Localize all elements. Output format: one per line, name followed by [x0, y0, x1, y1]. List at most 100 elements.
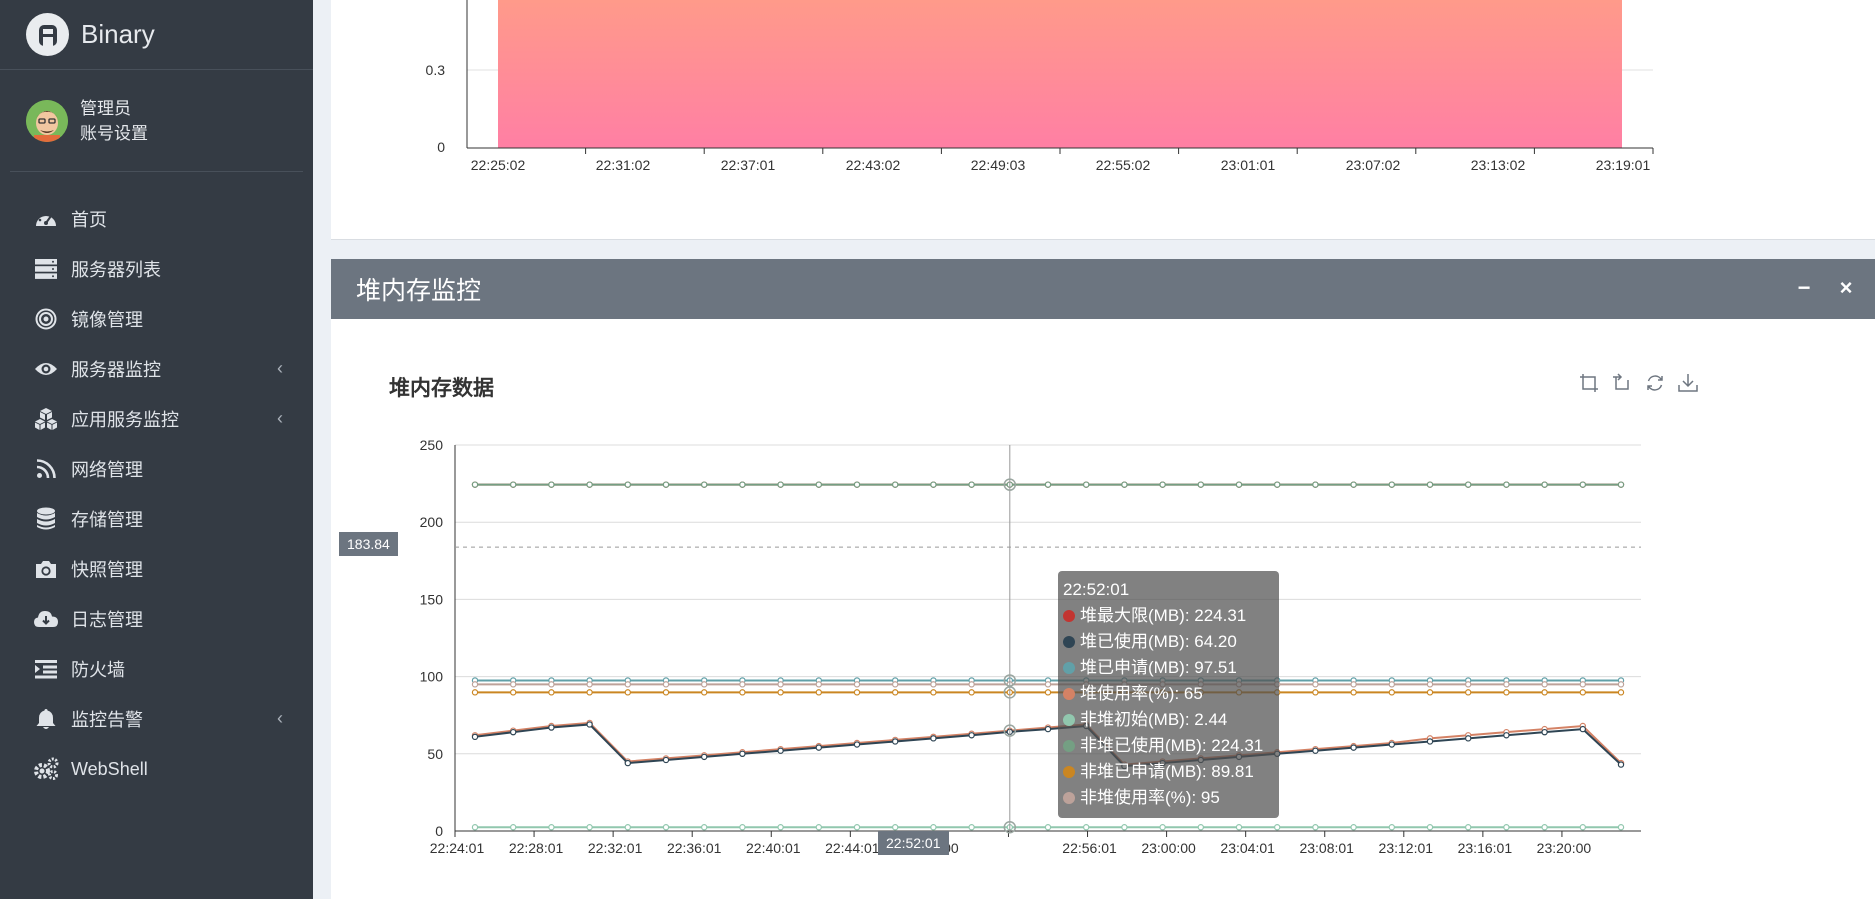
data-point[interactable] [1503, 732, 1510, 739]
data-point[interactable] [701, 481, 708, 488]
data-point[interactable] [968, 681, 975, 688]
data-point[interactable] [777, 824, 784, 831]
data-point[interactable] [1159, 824, 1166, 831]
sidebar-item-alerts[interactable]: 监控告警 ‹ [0, 694, 313, 744]
data-point[interactable] [853, 681, 861, 688]
data-point[interactable] [1388, 824, 1396, 831]
data-point[interactable] [662, 689, 670, 696]
data-point[interactable] [624, 689, 631, 696]
data-point[interactable] [853, 824, 861, 831]
data-point[interactable] [930, 735, 937, 742]
data-point[interactable] [1464, 681, 1472, 688]
data-point[interactable] [1044, 681, 1052, 688]
data-point[interactable] [815, 481, 822, 488]
data-point[interactable] [1121, 481, 1128, 488]
data-point[interactable] [586, 481, 593, 488]
data-point[interactable] [548, 824, 555, 831]
data-point[interactable] [586, 689, 593, 696]
data-point[interactable] [509, 681, 517, 688]
data-point[interactable] [739, 689, 746, 696]
sidebar-item-firewall[interactable]: 防火墙 [0, 644, 313, 694]
data-point[interactable] [1541, 681, 1548, 688]
data-point[interactable] [1350, 681, 1357, 688]
data-point[interactable] [1579, 689, 1587, 696]
data-point[interactable] [1541, 824, 1548, 831]
data-point[interactable] [586, 721, 593, 728]
data-point[interactable] [1121, 824, 1128, 831]
data-point[interactable] [739, 824, 746, 831]
data-point[interactable] [509, 728, 517, 736]
data-point[interactable] [1312, 481, 1319, 488]
data-point[interactable] [1274, 481, 1281, 488]
data-point[interactable] [1617, 761, 1625, 768]
data-point[interactable] [1426, 689, 1434, 696]
sidebar-item-server-list[interactable]: 服务器列表 [0, 244, 313, 294]
data-point[interactable] [739, 750, 746, 757]
brand[interactable]: Binary [0, 0, 313, 70]
data-point[interactable] [1197, 481, 1205, 488]
data-point[interactable] [1197, 824, 1205, 831]
data-point[interactable] [1541, 481, 1548, 488]
data-point[interactable] [586, 824, 593, 831]
data-point[interactable] [1541, 689, 1548, 696]
data-point[interactable] [1083, 481, 1090, 488]
data-point[interactable] [1274, 824, 1281, 831]
data-point[interactable] [853, 741, 861, 748]
data-point[interactable] [1388, 741, 1396, 748]
data-point[interactable] [471, 824, 479, 831]
data-point[interactable] [1579, 681, 1587, 688]
data-point[interactable] [777, 689, 784, 696]
data-point[interactable] [892, 824, 899, 831]
data-point[interactable] [930, 481, 937, 488]
data-point[interactable] [1044, 689, 1052, 696]
data-point[interactable] [1388, 689, 1396, 696]
data-point[interactable] [892, 481, 899, 488]
data-point[interactable] [509, 824, 517, 831]
data-point[interactable] [1503, 689, 1510, 696]
data-point[interactable] [968, 824, 975, 831]
data-point[interactable] [1541, 728, 1548, 736]
data-point[interactable] [777, 681, 784, 688]
data-point[interactable] [1464, 481, 1472, 488]
sidebar-item-image-management[interactable]: 镜像管理 [0, 294, 313, 344]
download-icon[interactable] [1677, 372, 1699, 394]
data-point[interactable] [624, 824, 631, 831]
data-point[interactable] [968, 732, 975, 739]
data-point[interactable] [1083, 824, 1090, 831]
data-point[interactable] [624, 481, 631, 488]
data-point[interactable] [509, 689, 517, 696]
sidebar-item-storage[interactable]: 存储管理 [0, 494, 313, 544]
data-point[interactable] [471, 481, 479, 488]
data-point[interactable] [1044, 824, 1052, 831]
data-point[interactable] [1350, 744, 1357, 751]
data-point[interactable] [471, 689, 479, 696]
data-point[interactable] [1350, 481, 1357, 488]
data-point[interactable] [853, 481, 861, 488]
data-point[interactable] [471, 681, 479, 688]
data-point[interactable] [930, 689, 937, 696]
sidebar-item-server-monitor[interactable]: 服务器监控 ‹ [0, 344, 313, 394]
data-point[interactable] [815, 689, 822, 696]
data-point[interactable] [1388, 681, 1396, 688]
data-point[interactable] [930, 681, 937, 688]
data-point[interactable] [662, 681, 670, 688]
data-point[interactable] [1388, 481, 1396, 488]
data-point[interactable] [662, 481, 670, 488]
account-settings-link[interactable]: 账号设置 [80, 123, 148, 143]
minimize-button[interactable]: − [1797, 275, 1811, 300]
data-point[interactable] [1503, 824, 1510, 831]
restore-icon[interactable] [1644, 372, 1666, 394]
sidebar-item-snapshot[interactable]: 快照管理 [0, 544, 313, 594]
data-point[interactable] [1503, 481, 1510, 488]
data-point[interactable] [662, 756, 670, 764]
data-point[interactable] [471, 733, 479, 741]
data-point[interactable] [1350, 689, 1357, 696]
data-point[interactable] [1426, 738, 1434, 745]
data-point[interactable] [1579, 824, 1587, 831]
data-point[interactable] [1159, 481, 1166, 488]
data-point[interactable] [1350, 824, 1357, 831]
data-point[interactable] [1312, 747, 1319, 754]
data-point[interactable] [1235, 824, 1243, 831]
zoom-reset-icon[interactable] [1611, 372, 1633, 394]
data-point[interactable] [1464, 689, 1472, 696]
